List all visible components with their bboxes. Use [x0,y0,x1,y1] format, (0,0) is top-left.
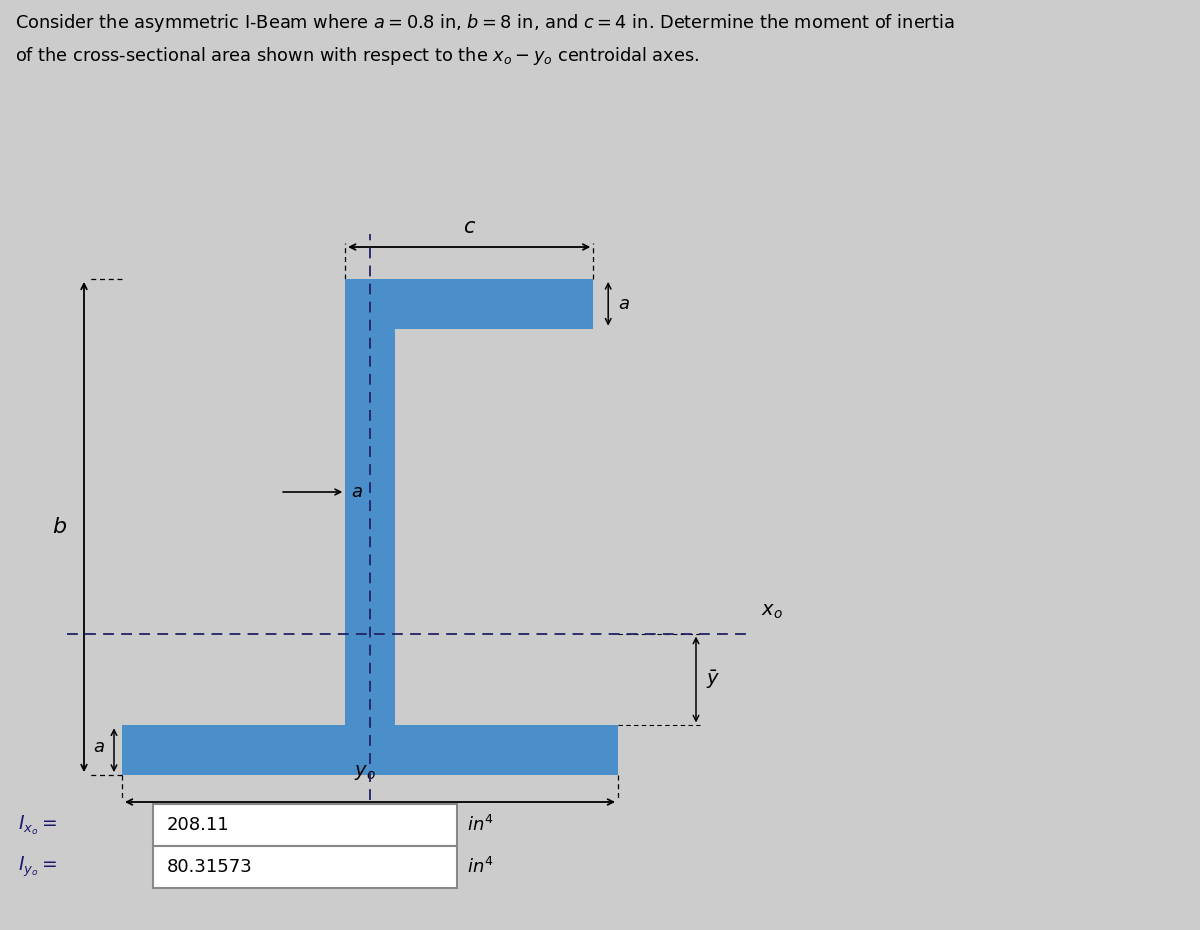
Bar [346,279,593,328]
Bar [122,725,618,775]
Text: Consider the asymmetric I-Beam where $a = 0.8$ in, $b = 8$ in, and $c = 4$ in. D: Consider the asymmetric I-Beam where $a … [14,12,954,34]
Text: $in^4$: $in^4$ [467,815,493,835]
Text: of the cross-sectional area shown with respect to the $x_o - y_o$ centroidal axe: of the cross-sectional area shown with r… [14,45,700,67]
Text: $y_o$: $y_o$ [354,763,376,782]
Text: $\bar{y}$: $\bar{y}$ [706,668,720,691]
Text: a: a [352,483,362,501]
Text: $I_{y_o} =$: $I_{y_o} =$ [18,855,58,879]
Text: $in^4$: $in^4$ [467,857,493,877]
Text: c: c [463,217,475,237]
Text: b: b [52,517,66,537]
Text: $x_o$: $x_o$ [761,602,782,620]
FancyBboxPatch shape [154,804,457,846]
Text: a: a [618,295,629,312]
Text: $I_{x_o} =$: $I_{x_o} =$ [18,813,58,837]
Text: a: a [94,738,104,756]
Bar [346,328,395,725]
Text: 208.11: 208.11 [167,816,229,834]
Text: 80.31573: 80.31573 [167,858,253,876]
FancyBboxPatch shape [154,846,457,888]
Text: b: b [362,816,377,836]
